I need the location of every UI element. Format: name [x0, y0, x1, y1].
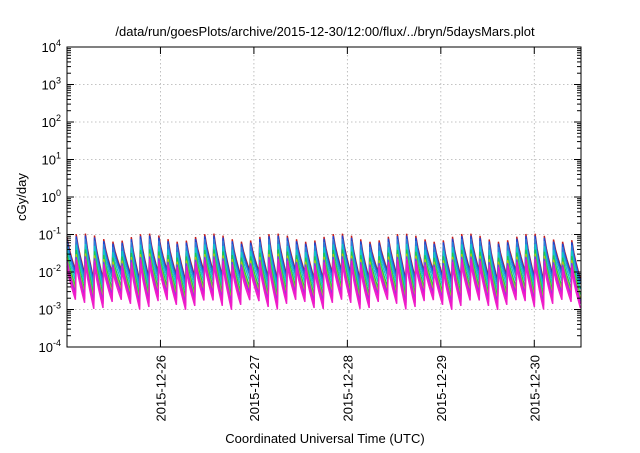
chart-title: /data/run/goesPlots/archive/2015-12-30/1… — [115, 24, 535, 39]
y-tick-label: 10-2 — [39, 263, 61, 280]
x-axis: 2015-12-26 2015-12-27 2015-12-28 2015-12-29… — [153, 47, 542, 422]
x-tick-label: 2015-12-29 — [434, 355, 449, 422]
y-tick-label: 100 — [42, 188, 61, 205]
y-tick-label: 102 — [42, 113, 61, 130]
x-tick-label: 2015-12-30 — [527, 355, 542, 422]
y-tick-label: 10-3 — [39, 301, 61, 318]
x-tick-label: 2015-12-28 — [340, 355, 355, 422]
x-tick-label: 2015-12-27 — [247, 355, 262, 422]
series-line — [66, 262, 581, 310]
y-tick-label: 10-1 — [39, 226, 61, 243]
y-tick-label: 104 — [42, 38, 61, 55]
x-axis-label: Coordinated Universal Time (UTC) — [225, 431, 424, 446]
y-axis: 10-4 10-3 10-2 10-1 100 101 102 103 104 — [39, 38, 581, 355]
x-tick-label: 2015-12-26 — [153, 355, 168, 422]
series-layer — [66, 233, 581, 310]
y-axis-label: cGy/day — [14, 173, 29, 221]
y-tick-label: 103 — [42, 76, 61, 93]
y-tick-label: 10-4 — [39, 338, 61, 355]
y-tick-label: 101 — [42, 151, 61, 168]
